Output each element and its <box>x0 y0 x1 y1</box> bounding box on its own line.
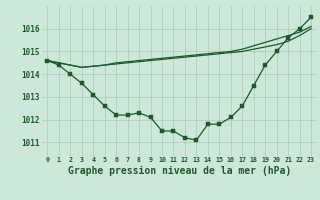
X-axis label: Graphe pression niveau de la mer (hPa): Graphe pression niveau de la mer (hPa) <box>68 166 291 176</box>
